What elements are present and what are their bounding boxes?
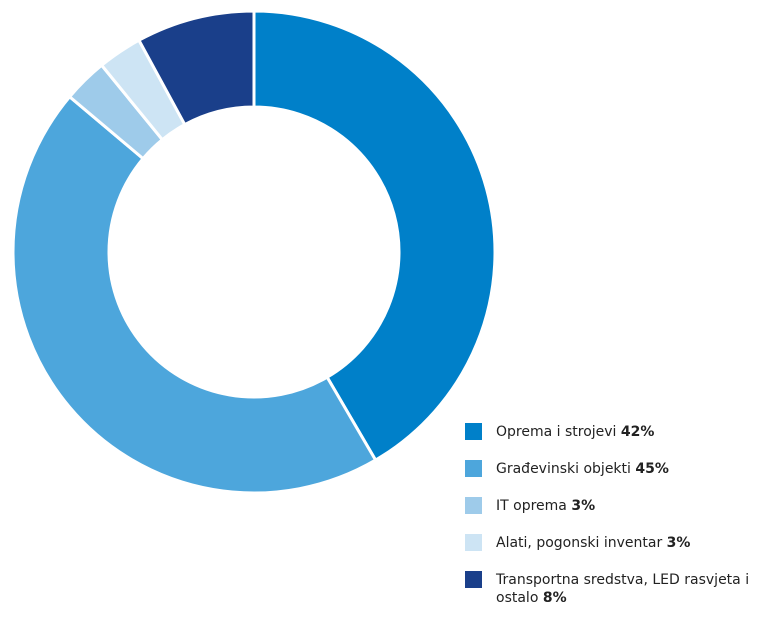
legend-label: Transportna sredstva, LED rasvjeta i ost… <box>496 572 750 606</box>
donut-segment <box>136 9 256 127</box>
legend-swatch <box>465 460 482 477</box>
legend-value: 45% <box>635 461 669 477</box>
legend-item: IT oprema 3% <box>465 497 760 515</box>
legend-label: Oprema i strojevi <box>496 424 617 440</box>
legend-text: Alati, pogonski inventar 3% <box>496 534 690 552</box>
legend-text: Transportna sredstva, LED rasvjeta i ost… <box>496 571 760 607</box>
legend-value: 3% <box>666 535 691 551</box>
legend-item: Oprema i strojevi 42% <box>465 423 760 441</box>
legend-swatch <box>465 534 482 551</box>
legend-label: Građevinski objekti <box>496 461 631 477</box>
legend-value: 42% <box>620 424 655 440</box>
donut-segment <box>252 9 497 463</box>
legend-value: 8% <box>542 590 567 606</box>
legend-item: Građevinski objekti 45% <box>465 460 760 478</box>
legend: Oprema i strojevi 42% Građevinski objekti… <box>465 423 760 626</box>
legend-label: Alati, pogonski inventar <box>496 535 663 551</box>
legend-swatch <box>465 497 482 514</box>
legend-text: Oprema i strojevi 42% <box>496 423 654 441</box>
legend-label: IT oprema <box>496 498 567 514</box>
legend-text: IT oprema 3% <box>496 497 595 515</box>
legend-item: Alati, pogonski inventar 3% <box>465 534 760 552</box>
legend-value: 3% <box>571 498 596 514</box>
legend-item: Transportna sredstva, LED rasvjeta i ost… <box>465 571 760 607</box>
legend-swatch <box>465 423 482 440</box>
legend-swatch <box>465 571 482 588</box>
chart <box>11 9 497 495</box>
legend-text: Građevinski objekti 45% <box>496 460 669 478</box>
donut-segment <box>11 94 378 495</box>
